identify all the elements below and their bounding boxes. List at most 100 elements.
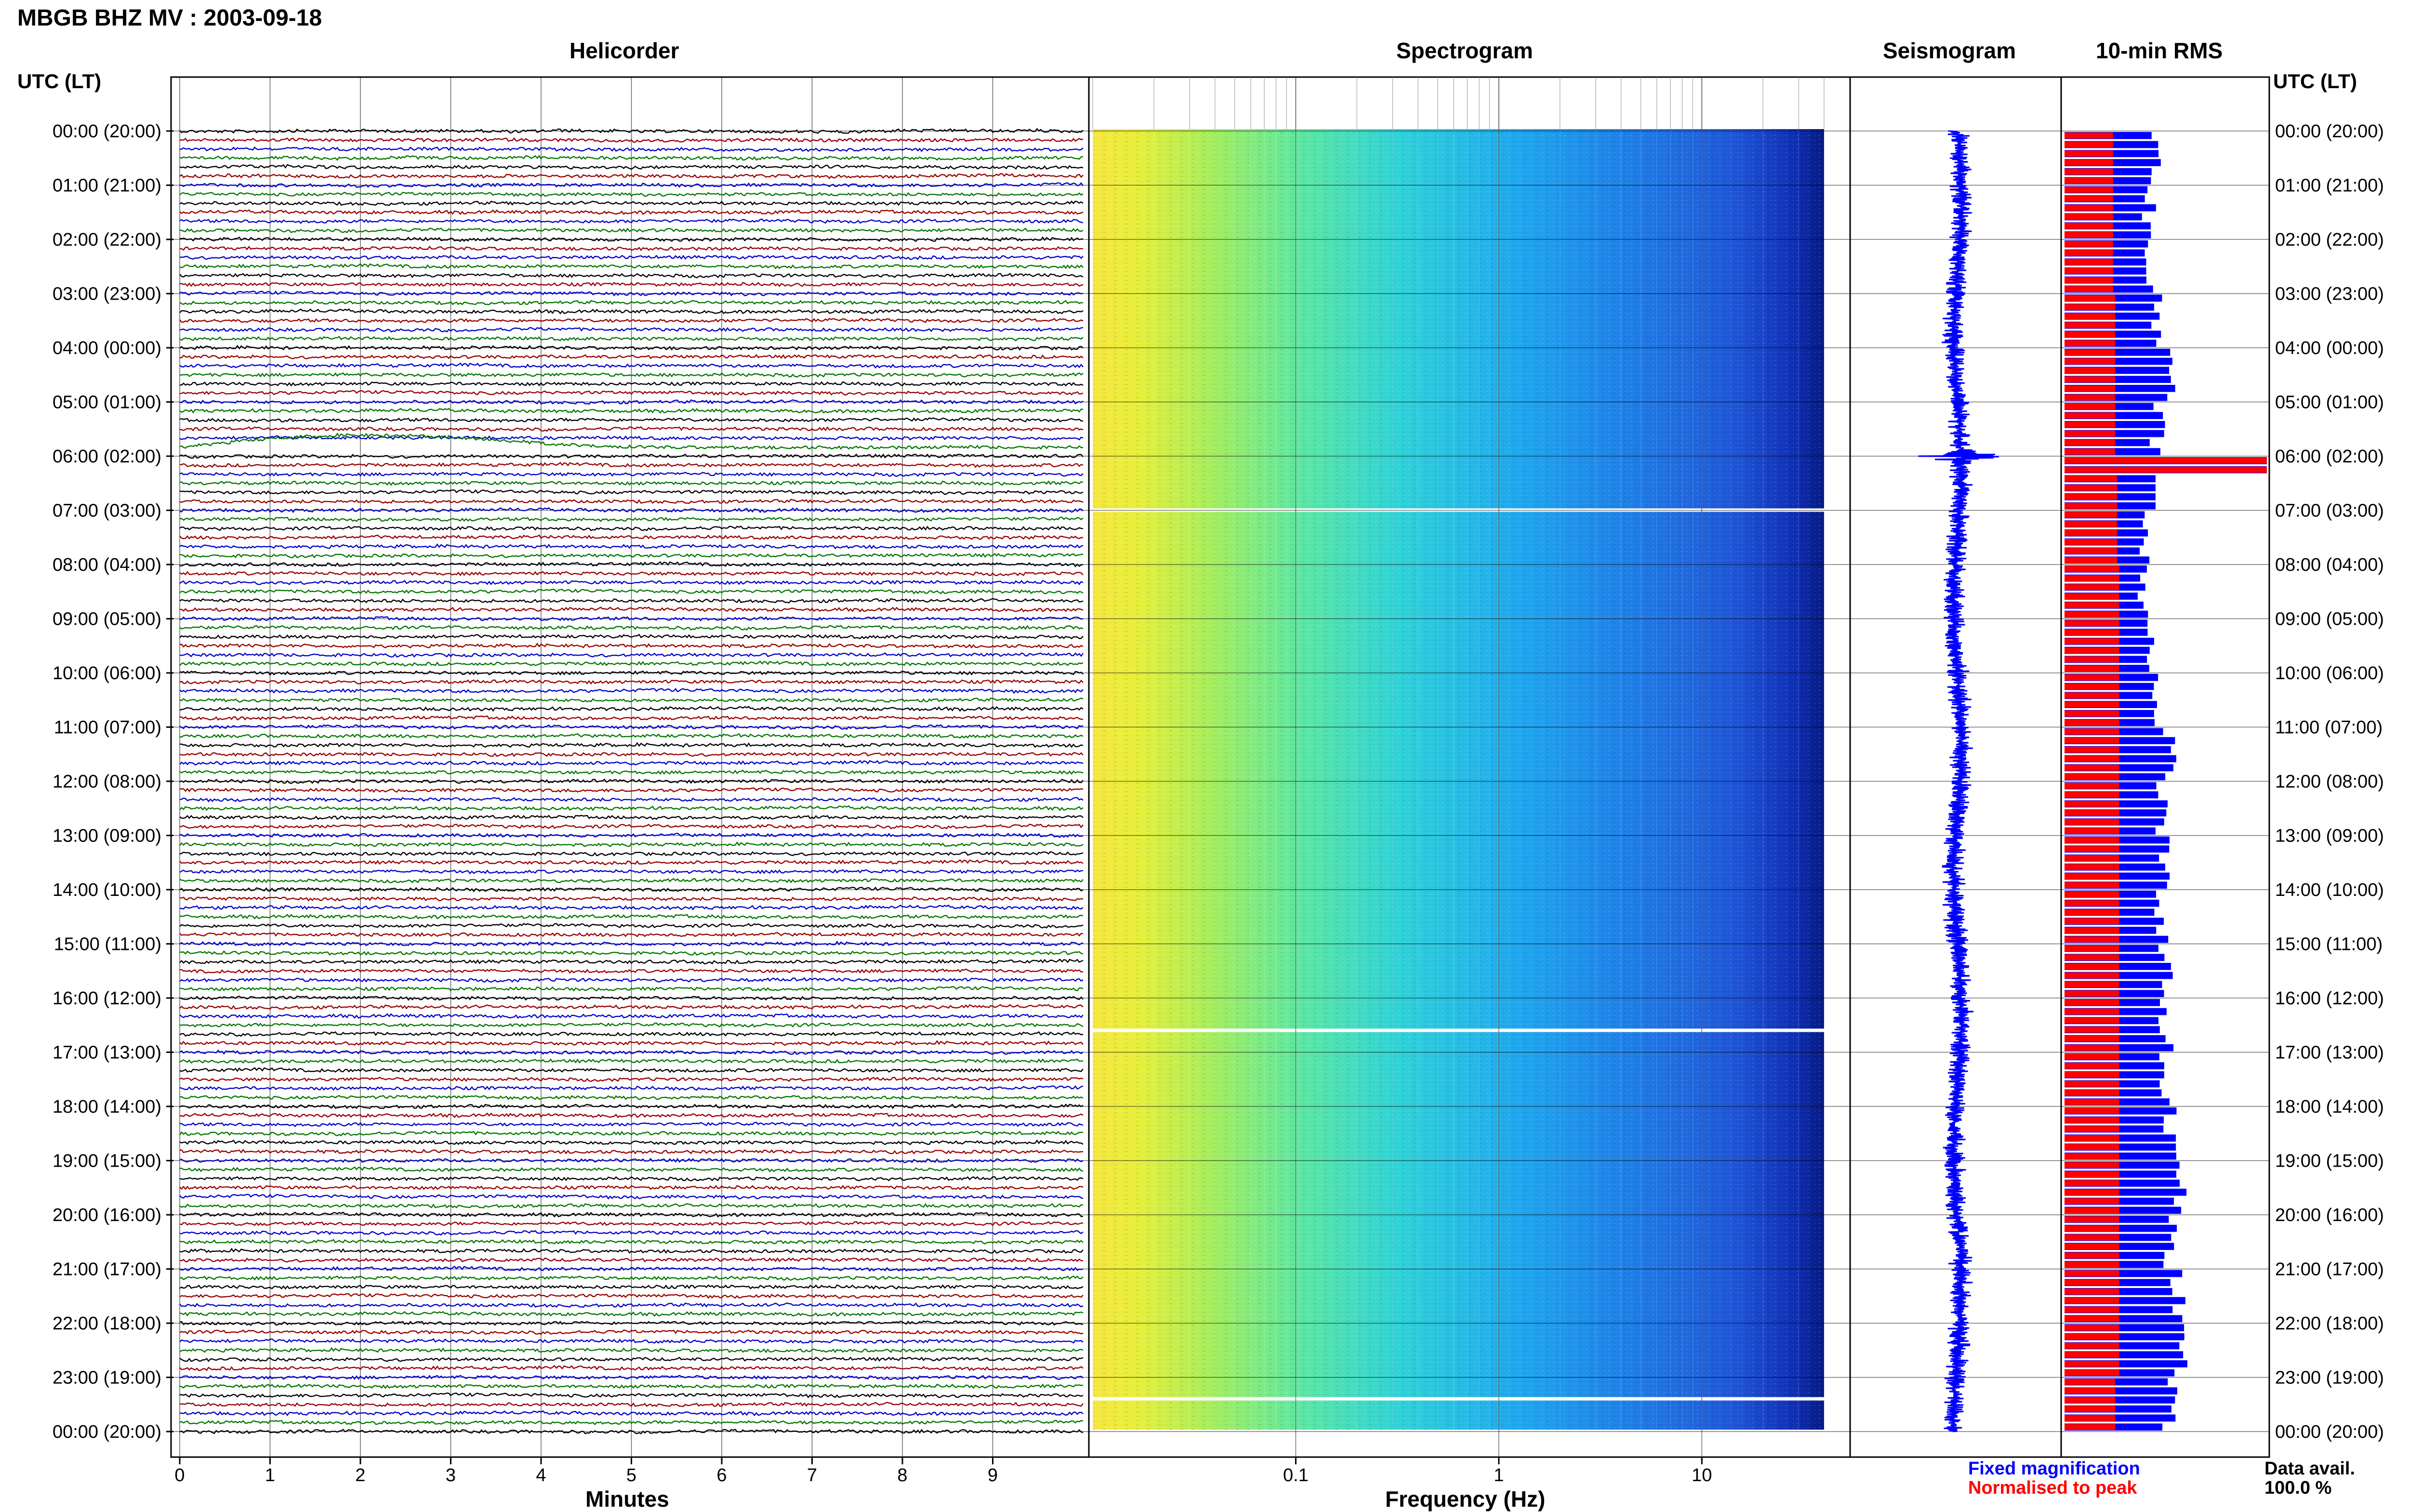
helicorder-trace xyxy=(179,697,1084,703)
rms-bar-normalised xyxy=(2065,963,2119,970)
legend-normalised-to-peak: Normalised to peak xyxy=(1968,1478,2137,1498)
rms-bar-normalised xyxy=(2065,1090,2119,1096)
y-tick-label-right: 03:00 (23:00) xyxy=(2275,284,2384,304)
helicorder-trace xyxy=(179,1022,1084,1028)
y-tick-label-right: 14:00 (10:00) xyxy=(2275,880,2384,900)
helicorder-trace xyxy=(179,625,1084,631)
helicorder-trace xyxy=(179,182,1084,188)
minute-tick-label: 8 xyxy=(897,1465,907,1486)
minute-tick-label: 0 xyxy=(174,1465,185,1486)
helicorder-trace xyxy=(179,1402,1084,1407)
rms-bar-normalised xyxy=(2065,313,2115,319)
y-tick-label-right: 04:00 (00:00) xyxy=(2275,338,2384,358)
helicorder-trace xyxy=(180,832,1084,838)
y-tick-label-right: 10:00 (06:00) xyxy=(2275,663,2384,684)
spectrogram-gap xyxy=(1093,1397,1824,1401)
helicorder-trace xyxy=(179,878,1084,883)
rms-bar-normalised xyxy=(2065,196,2113,202)
rms-bar-normalised xyxy=(2065,521,2118,527)
y-tick-label-right: 00:00 (20:00) xyxy=(2275,121,2384,142)
helicorder-trace xyxy=(179,778,1084,784)
helicorder-trace xyxy=(179,1420,1084,1425)
helicorder-trace xyxy=(179,390,1084,396)
seismogram-title: Seismogram xyxy=(1883,38,2016,63)
rms-bar-normalised xyxy=(2065,755,2119,762)
rms-bar-normalised xyxy=(2065,295,2115,302)
rms-bar-normalised xyxy=(2065,1279,2119,1286)
rms-bar-normalised xyxy=(2065,665,2119,671)
helicorder-trace xyxy=(179,507,1084,513)
rms-bar-normalised xyxy=(2065,141,2113,148)
rms-bar-normalised xyxy=(2065,1216,2119,1223)
helicorder-trace xyxy=(179,715,1084,721)
rms-bar-normalised xyxy=(2065,855,2119,861)
helicorder-trace xyxy=(179,344,1084,351)
helicorder-trace xyxy=(179,1329,1084,1335)
rms-bar-normalised xyxy=(2065,1063,2119,1069)
helicorder-trace xyxy=(180,245,1084,251)
helicorder-trace xyxy=(179,472,1084,477)
helicorder-trace xyxy=(179,526,1084,531)
y-tick-label-right: 17:00 (13:00) xyxy=(2275,1043,2384,1063)
y-tick-label-right: 01:00 (21:00) xyxy=(2275,176,2384,196)
helicorder-trace xyxy=(179,1148,1084,1155)
rms-bar-normalised xyxy=(2065,747,2119,753)
rms-bar-normalised xyxy=(2065,358,2115,365)
rms-bar-normalised xyxy=(2065,584,2119,591)
y-tick-label-right: 07:00 (03:00) xyxy=(2275,501,2384,521)
y-tick-label-right: 09:00 (05:00) xyxy=(2275,609,2384,630)
minute-tick-label: 5 xyxy=(626,1465,636,1486)
rms-bar-normalised xyxy=(2065,1026,2119,1033)
helicorder-trace xyxy=(179,1265,1084,1272)
y-tick-label-left: 11:00 (07:00) xyxy=(54,718,161,738)
minute-tick-label: 7 xyxy=(807,1465,817,1486)
rms-bar-normalised xyxy=(2065,1117,2119,1123)
helicorder-trace xyxy=(179,787,1084,793)
rms-bar-normalised xyxy=(2065,466,2267,473)
helicorder-trace xyxy=(179,1194,1084,1200)
y-tick-label-right: 19:00 (15:00) xyxy=(2275,1151,2384,1171)
rms-bar-normalised xyxy=(2065,485,2118,491)
minute-tick-label: 3 xyxy=(446,1465,456,1486)
rms-bar-normalised xyxy=(2065,1406,2115,1412)
y-tick-label-left: 02:00 (22:00) xyxy=(53,230,161,250)
helicorder-trace xyxy=(179,1257,1084,1263)
helicorder-trace xyxy=(179,1356,1084,1362)
helicorder-trace xyxy=(179,950,1084,956)
helicorder-trace xyxy=(179,995,1084,1001)
rms-bar-normalised xyxy=(2065,539,2118,545)
helicorder-trace xyxy=(179,859,1084,866)
rms-bar-normalised xyxy=(2065,250,2113,256)
rms-bar-normalised xyxy=(2065,1189,2119,1196)
helicorder-trace xyxy=(179,977,1084,983)
rms-bar-normalised xyxy=(2065,566,2119,572)
rms-bar-normalised xyxy=(2065,259,2113,265)
helicorder-trace xyxy=(179,381,1084,387)
seismogram-waveform xyxy=(1918,130,1999,1433)
rms-bar-normalised xyxy=(2065,286,2113,292)
helicorder-trace xyxy=(179,896,1084,902)
rms-bar-normalised xyxy=(2065,1108,2119,1114)
y-tick-label-left: 01:00 (21:00) xyxy=(53,176,161,196)
helicorder-trace xyxy=(179,146,1084,152)
y-tick-label-left: 00:00 (20:00) xyxy=(53,1422,161,1442)
rms-bar-normalised xyxy=(2065,629,2119,635)
helicorder-trace xyxy=(179,1275,1084,1281)
y-tick-label-left: 19:00 (15:00) xyxy=(53,1151,161,1171)
helicorder-trace xyxy=(179,435,1084,441)
y-tick-label-right: 13:00 (09:00) xyxy=(2275,826,2384,846)
helicorder-gap xyxy=(180,1029,1073,1032)
helicorder-trace xyxy=(179,1095,1084,1101)
helicorder-traces xyxy=(179,128,1084,1434)
rms-bar-normalised xyxy=(2065,403,2115,410)
helicorder-trace xyxy=(179,733,1084,739)
helicorder-trace xyxy=(179,209,1084,215)
y-tick-label-left: 03:00 (23:00) xyxy=(53,284,161,304)
helicorder-trace xyxy=(179,1139,1084,1145)
helicorder-trace xyxy=(179,1248,1084,1254)
helicorder-trace xyxy=(179,317,1084,324)
y-tick-label-right: 02:00 (22:00) xyxy=(2275,230,2384,250)
data-avail-label: Data avail. xyxy=(2264,1459,2355,1479)
helicorder-trace xyxy=(179,724,1084,730)
minute-tick-label: 4 xyxy=(536,1465,546,1486)
